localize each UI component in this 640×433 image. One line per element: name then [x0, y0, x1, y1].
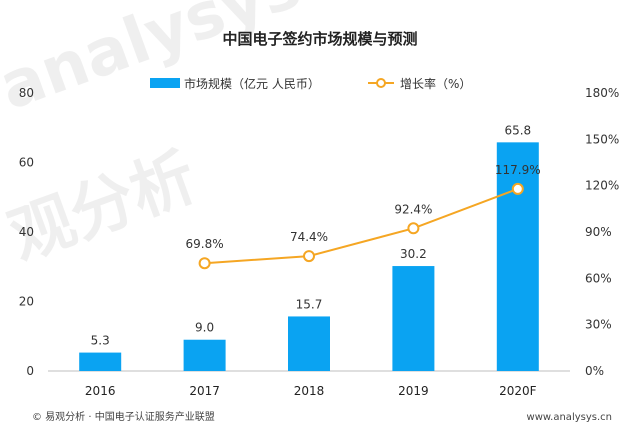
- axes: 0 20 40 60 80 0% 30% 60% 90% 120% 150% 180% 2016 2017…: [19, 86, 620, 398]
- y-right-tick-label: 60%: [585, 271, 612, 285]
- legend: 市场规模（亿元 人民币） 增长率（%）: [150, 76, 471, 91]
- y-left-tick-label: 0: [26, 364, 34, 378]
- website-note: www.analysys.cn: [527, 412, 612, 423]
- x-tick-label: 2017: [189, 384, 220, 398]
- source-note: © 易观分析 · 中国电子认证服务产业联盟: [32, 410, 215, 423]
- growth-point: [407, 222, 420, 235]
- y-right-tick-label: 120%: [585, 179, 619, 193]
- y-left-tick-label: 60: [19, 156, 34, 170]
- chart-title: 中国电子签约市场规模与预测: [222, 30, 417, 48]
- y-left-tick-label: 80: [19, 86, 34, 100]
- bar: [183, 339, 226, 371]
- growth-point: [511, 182, 524, 195]
- bar-value-label: 15.7: [296, 297, 323, 311]
- y-left-tick-label: 20: [19, 295, 34, 309]
- legend-line-marker: [376, 78, 386, 88]
- bar: [496, 142, 539, 371]
- growth-line-path: [204, 187, 519, 265]
- bar: [79, 352, 122, 371]
- growth-value-label: 74.4%: [290, 230, 328, 244]
- growth-line: [198, 182, 524, 270]
- bar-value-label: 65.8: [504, 123, 531, 137]
- bar-value-label: 30.2: [400, 247, 427, 261]
- legend-bar-swatch: [150, 78, 180, 88]
- data-labels: 5.3 9.0 15.7 30.2 65.8 69.8% 74.4% 92.4% 117.9%: [91, 123, 541, 347]
- y-right-tick-label: 150%: [585, 132, 619, 146]
- y-right-tick-label: 90%: [585, 225, 612, 239]
- legend-bar-label: 市场规模（亿元 人民币）: [184, 76, 320, 91]
- x-tick-label: 2016: [85, 384, 116, 398]
- bar-value-label: 9.0: [195, 321, 214, 335]
- x-tick-label: 2019: [398, 384, 429, 398]
- y-left-tick-label: 40: [19, 225, 34, 239]
- growth-value-label: 92.4%: [394, 202, 432, 216]
- y-right-tick-label: 180%: [585, 86, 619, 100]
- growth-point: [198, 257, 211, 270]
- growth-point: [303, 250, 315, 263]
- x-tick-label: 2020F: [499, 384, 537, 398]
- watermark-brand: analysys: [0, 0, 310, 125]
- y-right-tick-label: 30%: [585, 318, 612, 332]
- growth-value-label: 117.9%: [495, 163, 541, 177]
- bars: [79, 142, 539, 371]
- x-tick-label: 2018: [294, 384, 325, 398]
- bar: [288, 316, 330, 371]
- bar: [392, 266, 435, 371]
- legend-line-label: 增长率（%）: [400, 76, 471, 91]
- y-right-tick-label: 0%: [585, 364, 604, 378]
- growth-value-label: 69.8%: [186, 237, 224, 251]
- bar-value-label: 5.3: [91, 334, 110, 348]
